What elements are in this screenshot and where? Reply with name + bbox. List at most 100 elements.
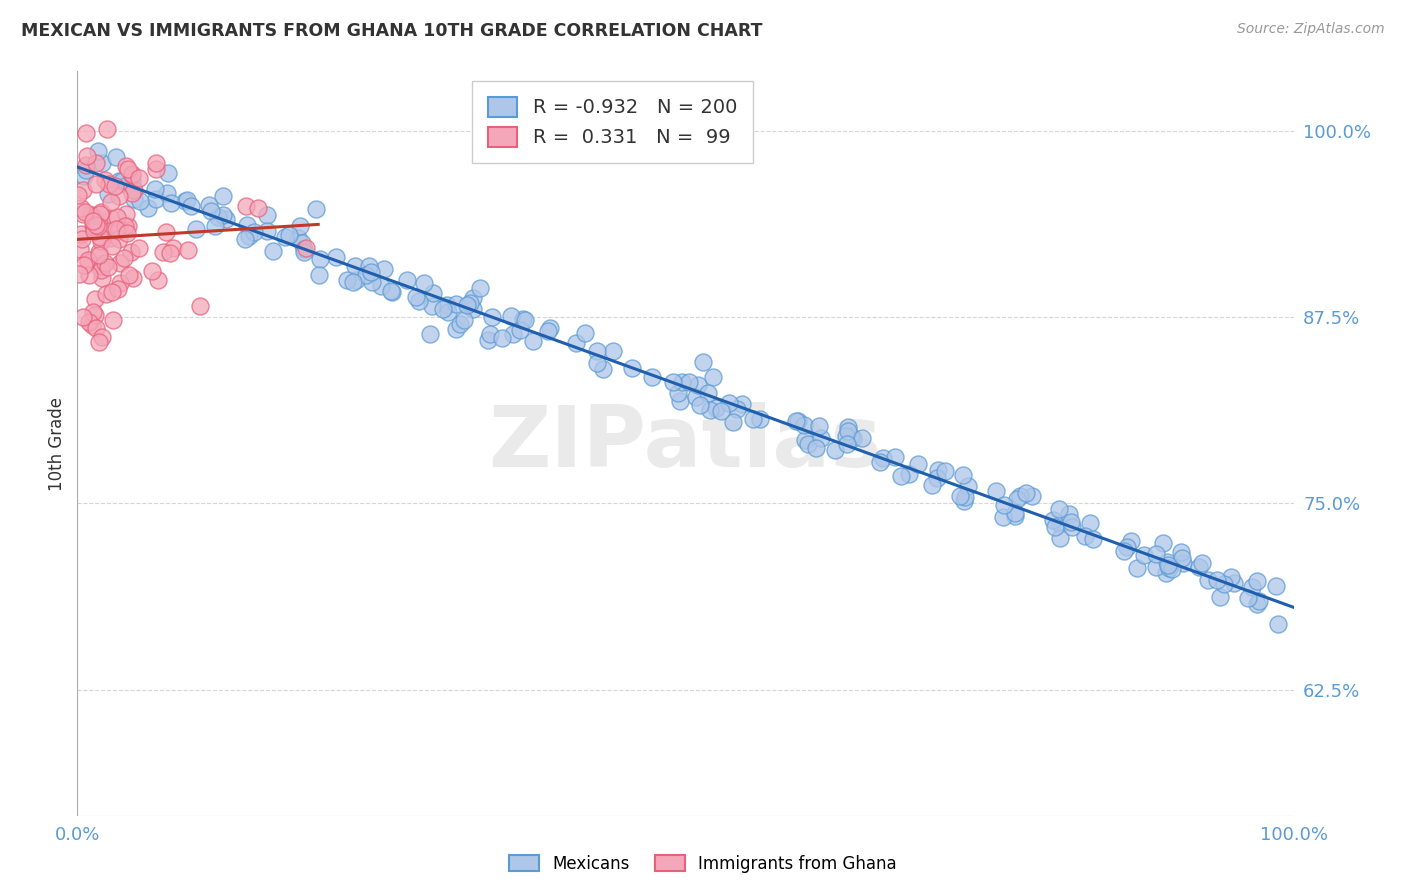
Point bbox=[360, 264, 382, 278]
Point bbox=[478, 327, 501, 342]
Point bbox=[287, 231, 309, 245]
Point bbox=[115, 159, 138, 173]
Point bbox=[837, 420, 859, 434]
Point bbox=[256, 224, 278, 238]
Point bbox=[1021, 489, 1043, 503]
Point bbox=[128, 171, 150, 186]
Point bbox=[84, 292, 107, 306]
Point bbox=[90, 234, 112, 248]
Point bbox=[80, 318, 103, 333]
Point bbox=[262, 244, 284, 259]
Point bbox=[513, 313, 536, 327]
Point bbox=[90, 329, 112, 343]
Point bbox=[1133, 549, 1156, 563]
Point bbox=[155, 225, 177, 239]
Point bbox=[75, 126, 97, 140]
Point bbox=[97, 260, 120, 275]
Point bbox=[104, 221, 127, 235]
Point bbox=[211, 208, 233, 222]
Point bbox=[343, 259, 366, 273]
Point bbox=[325, 250, 347, 264]
Point bbox=[117, 219, 139, 233]
Point bbox=[344, 273, 367, 287]
Point bbox=[83, 224, 105, 238]
Point bbox=[956, 479, 979, 493]
Point bbox=[141, 264, 163, 278]
Point bbox=[1154, 566, 1177, 580]
Point bbox=[602, 344, 624, 359]
Point bbox=[1161, 562, 1184, 576]
Point bbox=[1042, 513, 1064, 527]
Point bbox=[83, 211, 105, 225]
Point bbox=[122, 192, 145, 206]
Point bbox=[233, 232, 256, 246]
Point bbox=[953, 494, 976, 508]
Point bbox=[180, 199, 202, 213]
Point bbox=[204, 219, 226, 233]
Point bbox=[90, 263, 112, 277]
Point bbox=[807, 419, 830, 434]
Text: Source: ZipAtlas.com: Source: ZipAtlas.com bbox=[1237, 22, 1385, 37]
Point bbox=[432, 301, 454, 316]
Point bbox=[115, 207, 138, 221]
Point bbox=[512, 312, 534, 326]
Point bbox=[90, 270, 112, 285]
Point bbox=[145, 193, 167, 207]
Point bbox=[115, 178, 138, 192]
Point bbox=[986, 483, 1008, 498]
Point bbox=[1049, 517, 1071, 532]
Point bbox=[122, 271, 145, 285]
Legend: R = -0.932   N = 200, R =  0.331   N =  99: R = -0.932 N = 200, R = 0.331 N = 99 bbox=[472, 81, 752, 163]
Point bbox=[1062, 520, 1084, 534]
Point bbox=[373, 261, 395, 276]
Point bbox=[678, 375, 700, 389]
Point bbox=[668, 393, 690, 408]
Point bbox=[188, 299, 211, 313]
Point bbox=[70, 201, 93, 215]
Point bbox=[120, 244, 142, 259]
Point bbox=[121, 168, 143, 182]
Point bbox=[117, 161, 139, 176]
Point bbox=[509, 323, 531, 337]
Point bbox=[537, 324, 560, 338]
Point bbox=[396, 273, 419, 287]
Point bbox=[837, 424, 859, 438]
Point bbox=[491, 331, 513, 345]
Point bbox=[89, 207, 111, 221]
Point bbox=[176, 243, 198, 257]
Point bbox=[357, 259, 380, 273]
Point bbox=[953, 490, 976, 504]
Point bbox=[1049, 531, 1071, 545]
Point bbox=[1156, 555, 1178, 569]
Point bbox=[370, 279, 392, 293]
Point bbox=[105, 211, 128, 225]
Point bbox=[869, 455, 891, 469]
Point bbox=[907, 458, 929, 472]
Point bbox=[446, 297, 468, 311]
Point bbox=[993, 498, 1015, 512]
Point bbox=[176, 193, 198, 207]
Point bbox=[75, 162, 97, 177]
Point bbox=[108, 256, 131, 270]
Point bbox=[77, 252, 100, 267]
Point bbox=[69, 242, 91, 256]
Point bbox=[274, 230, 297, 244]
Point bbox=[77, 268, 100, 283]
Point bbox=[156, 166, 179, 180]
Point bbox=[449, 318, 471, 332]
Point bbox=[97, 187, 120, 202]
Point bbox=[810, 431, 832, 445]
Point bbox=[1240, 580, 1263, 594]
Point bbox=[1114, 544, 1136, 558]
Point bbox=[82, 214, 104, 228]
Point bbox=[501, 309, 523, 323]
Point bbox=[72, 310, 94, 325]
Point bbox=[77, 254, 100, 268]
Point bbox=[121, 174, 143, 188]
Point bbox=[87, 245, 110, 260]
Point bbox=[461, 291, 484, 305]
Point bbox=[1171, 551, 1194, 566]
Point bbox=[184, 222, 207, 236]
Point bbox=[1157, 558, 1180, 572]
Point bbox=[94, 256, 117, 270]
